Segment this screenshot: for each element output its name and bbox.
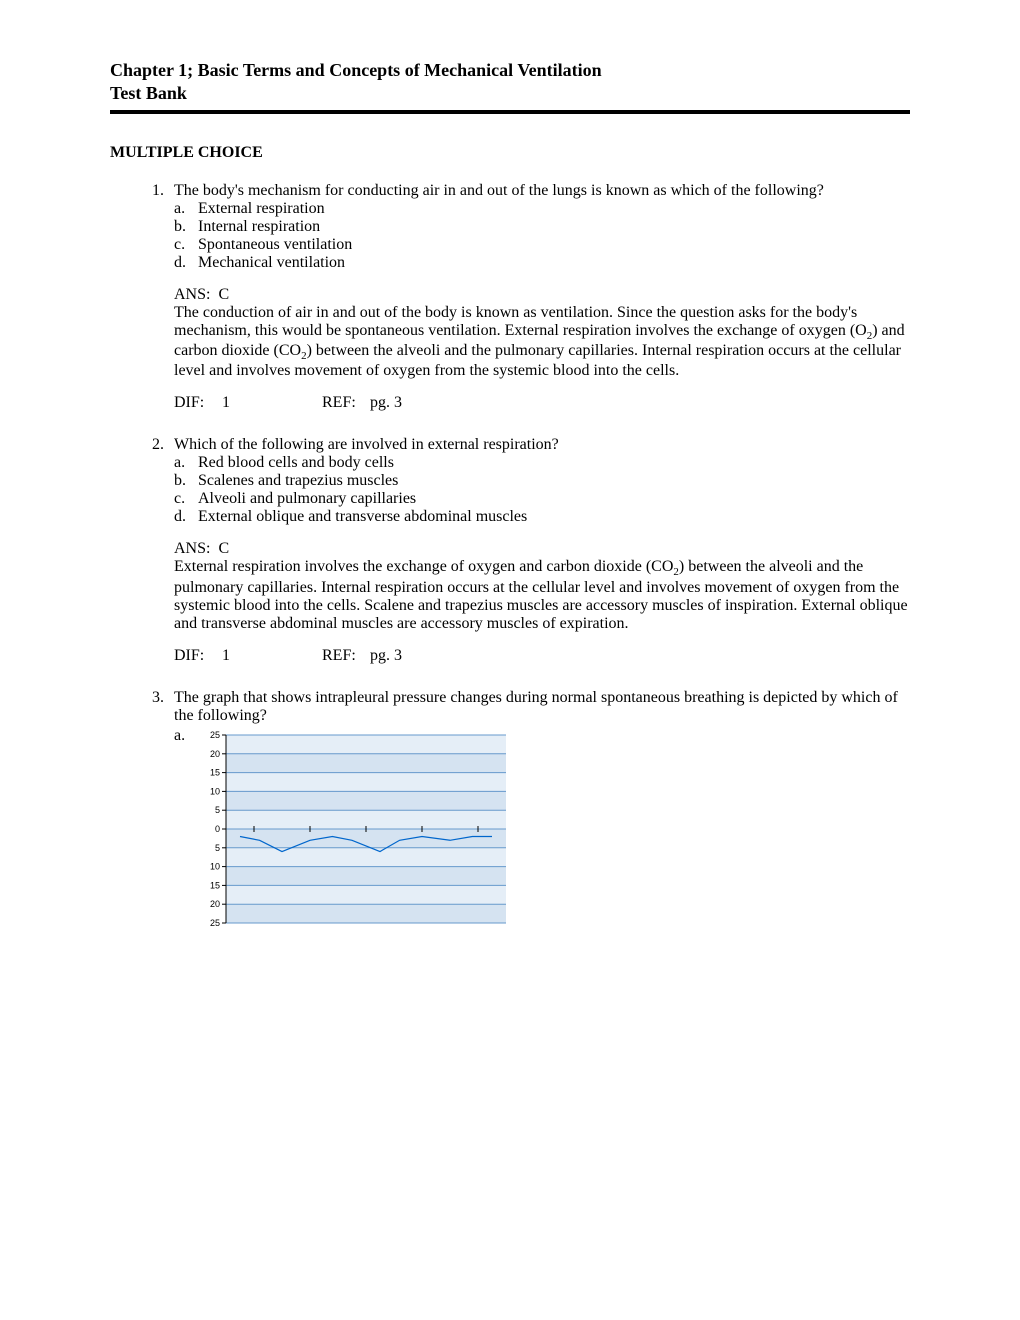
svg-text:5: 5 (215, 805, 220, 815)
option-row: a. Red blood cells and body cells (174, 454, 910, 472)
svg-text:10: 10 (210, 861, 220, 871)
option-letter: c. (174, 490, 198, 508)
option-row: b. Scalenes and trapezius muscles (174, 472, 910, 490)
option-letter: c. (174, 236, 198, 254)
section-header: MULTIPLE CHOICE (110, 144, 910, 162)
svg-text:20: 20 (210, 899, 220, 909)
svg-text:25: 25 (210, 730, 220, 740)
answer-value: C (218, 286, 229, 303)
question-text: The graph that shows intrapleural pressu… (174, 689, 910, 725)
svg-text:15: 15 (210, 767, 220, 777)
option-text: External oblique and transverse abdomina… (198, 508, 527, 526)
question-number: 1. (138, 182, 174, 200)
ref-label: REF: (322, 647, 370, 665)
option-letter: b. (174, 218, 198, 236)
option-letter: a. (174, 727, 198, 927)
option-text: Spontaneous ventilation (198, 236, 352, 254)
document-page: Chapter 1; Basic Terms and Concepts of M… (0, 0, 1020, 1011)
ref-label: REF: (322, 394, 370, 412)
chapter-title: Chapter 1; Basic Terms and Concepts of M… (110, 60, 910, 81)
option-text: Red blood cells and body cells (198, 454, 394, 472)
answer-line: ANS: C (174, 286, 910, 304)
question-number: 3. (138, 689, 174, 725)
explanation-part: External respiration involves the exchan… (174, 558, 673, 575)
pressure-chart: 25 20 15 10 5 0 5 10 15 20 25 (198, 727, 508, 927)
dif-value: 1 (222, 394, 322, 412)
header-rule (110, 110, 910, 114)
option-row: c. Spontaneous ventilation (174, 236, 910, 254)
question-text: The body's mechanism for conducting air … (174, 182, 910, 200)
question-number: 2. (138, 436, 174, 454)
svg-text:20: 20 (210, 748, 220, 758)
option-letter: a. (174, 454, 198, 472)
dif-value: 1 (222, 647, 322, 665)
option-text: Alveoli and pulmonary capillaries (198, 490, 416, 508)
svg-text:0: 0 (215, 824, 220, 834)
option-letter: d. (174, 254, 198, 272)
option-row: d. Mechanical ventilation (174, 254, 910, 272)
svg-text:25: 25 (210, 918, 220, 927)
option-text: Mechanical ventilation (198, 254, 345, 272)
question-block: 3. The graph that shows intrapleural pre… (110, 689, 910, 927)
option-row: c. Alveoli and pulmonary capillaries (174, 490, 910, 508)
options-list: a. Red blood cells and body cells b. Sca… (138, 454, 910, 526)
option-letter: a. (174, 200, 198, 218)
option-text: Scalenes and trapezius muscles (198, 472, 398, 490)
svg-text:5: 5 (215, 842, 220, 852)
question-block: 1. The body's mechanism for conducting a… (110, 182, 910, 412)
ref-value: pg. 3 (370, 394, 402, 412)
option-row: a. External respiration (174, 200, 910, 218)
option-letter: d. (174, 508, 198, 526)
answer-label: ANS: (174, 286, 210, 303)
svg-text:15: 15 (210, 880, 220, 890)
dif-label: DIF: (174, 647, 222, 665)
meta-row: DIF: 1 REF: pg. 3 (138, 647, 910, 665)
chapter-subtitle: Test Bank (110, 83, 910, 104)
question-text: Which of the following are involved in e… (174, 436, 910, 454)
answer-value: C (218, 540, 229, 557)
answer-block: ANS: C External respiration involves the… (138, 540, 910, 632)
dif-label: DIF: (174, 394, 222, 412)
answer-label: ANS: (174, 540, 210, 557)
ref-value: pg. 3 (370, 647, 402, 665)
explanation-text: External respiration involves the exchan… (174, 558, 910, 632)
answer-block: ANS: C The conduction of air in and out … (138, 286, 910, 380)
options-list: a. External respiration b. Internal resp… (138, 200, 910, 272)
meta-row: DIF: 1 REF: pg. 3 (138, 394, 910, 412)
svg-text:10: 10 (210, 786, 220, 796)
option-text: Internal respiration (198, 218, 320, 236)
explanation-part: The conduction of air in and out of the … (174, 304, 867, 339)
chart-option: a. 25 20 15 10 5 0 5 10 15 20 25 (138, 727, 910, 927)
question-block: 2. Which of the following are involved i… (110, 436, 910, 664)
explanation-text: The conduction of air in and out of the … (174, 304, 910, 380)
option-text: External respiration (198, 200, 325, 218)
option-row: b. Internal respiration (174, 218, 910, 236)
option-row: d. External oblique and transverse abdom… (174, 508, 910, 526)
option-letter: b. (174, 472, 198, 490)
answer-line: ANS: C (174, 540, 910, 558)
